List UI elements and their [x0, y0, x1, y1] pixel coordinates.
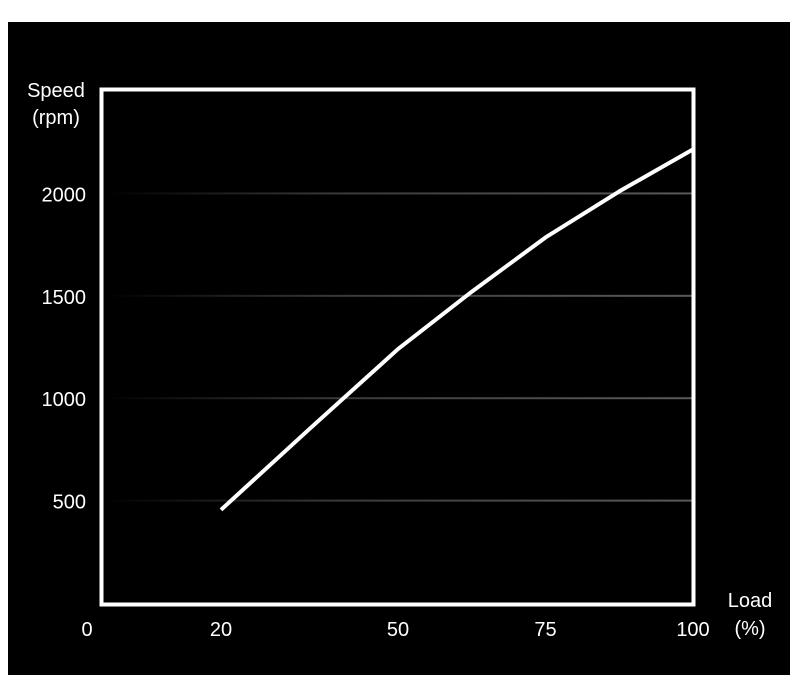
x-axis-label-line2: (%) [734, 618, 765, 640]
y-axis-label-line1: Speed [27, 80, 85, 102]
series-line-0 [219, 147, 694, 512]
plot-frame [99, 87, 696, 607]
gridline-y-2000 [104, 192, 692, 195]
y-tick-label: 500 [53, 492, 86, 514]
y-axis-label-line2: (rpm) [32, 107, 80, 129]
gridline-y-1500 [104, 294, 692, 297]
y-tick-label: 1500 [42, 287, 87, 309]
x-axis-label-line1: Load [728, 590, 773, 612]
x-tick-label: 75 [534, 619, 556, 641]
gridline-y-500 [104, 499, 692, 502]
x-tick-label: 0 [81, 619, 92, 641]
x-tick-label: 50 [387, 619, 409, 641]
x-tick-label: 100 [676, 619, 709, 641]
y-tick-label: 1000 [42, 389, 87, 411]
y-tick-label: 2000 [42, 184, 87, 206]
x-tick-label: 20 [210, 619, 232, 641]
gridline-y-1000 [104, 397, 692, 400]
